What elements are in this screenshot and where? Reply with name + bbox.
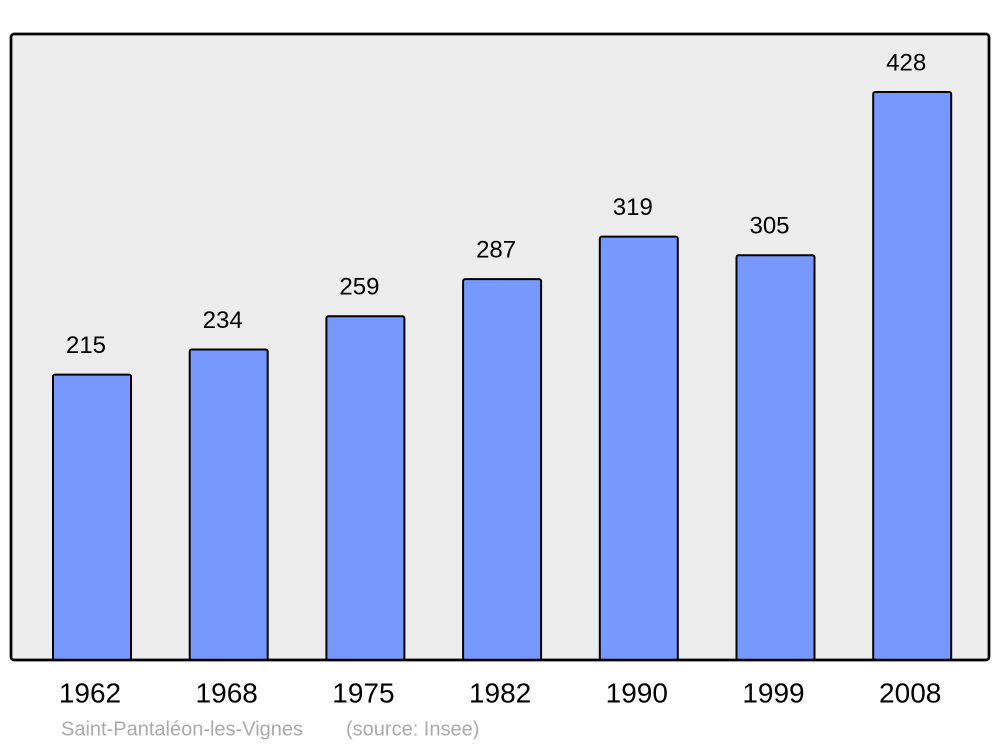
bar [872,91,953,661]
bar [188,348,269,661]
x-tick-label: 1999 [742,677,804,708]
value-label: 305 [749,213,789,240]
bar [598,235,679,661]
x-tick-label: 1962 [59,677,121,708]
value-label: 215 [66,332,106,359]
plot-frame [9,32,991,662]
value-label: 287 [476,236,516,263]
chart-title: Saint-Pantaléon-les-Vignes [61,718,303,740]
bar [325,315,406,661]
x-tick-label: 1975 [332,677,394,708]
value-label: 259 [339,274,379,301]
bar [735,254,816,661]
x-tick-label: 1982 [469,677,531,708]
source-note: (source: Insee) [346,718,479,740]
value-label: 234 [203,307,243,334]
bar [52,373,132,661]
value-label: 428 [886,49,926,76]
x-tick-label: 1990 [606,677,668,708]
bar [462,278,543,661]
x-tick-label: 1968 [196,677,258,708]
x-tick-label: 2008 [879,677,941,708]
value-label: 319 [613,194,653,221]
